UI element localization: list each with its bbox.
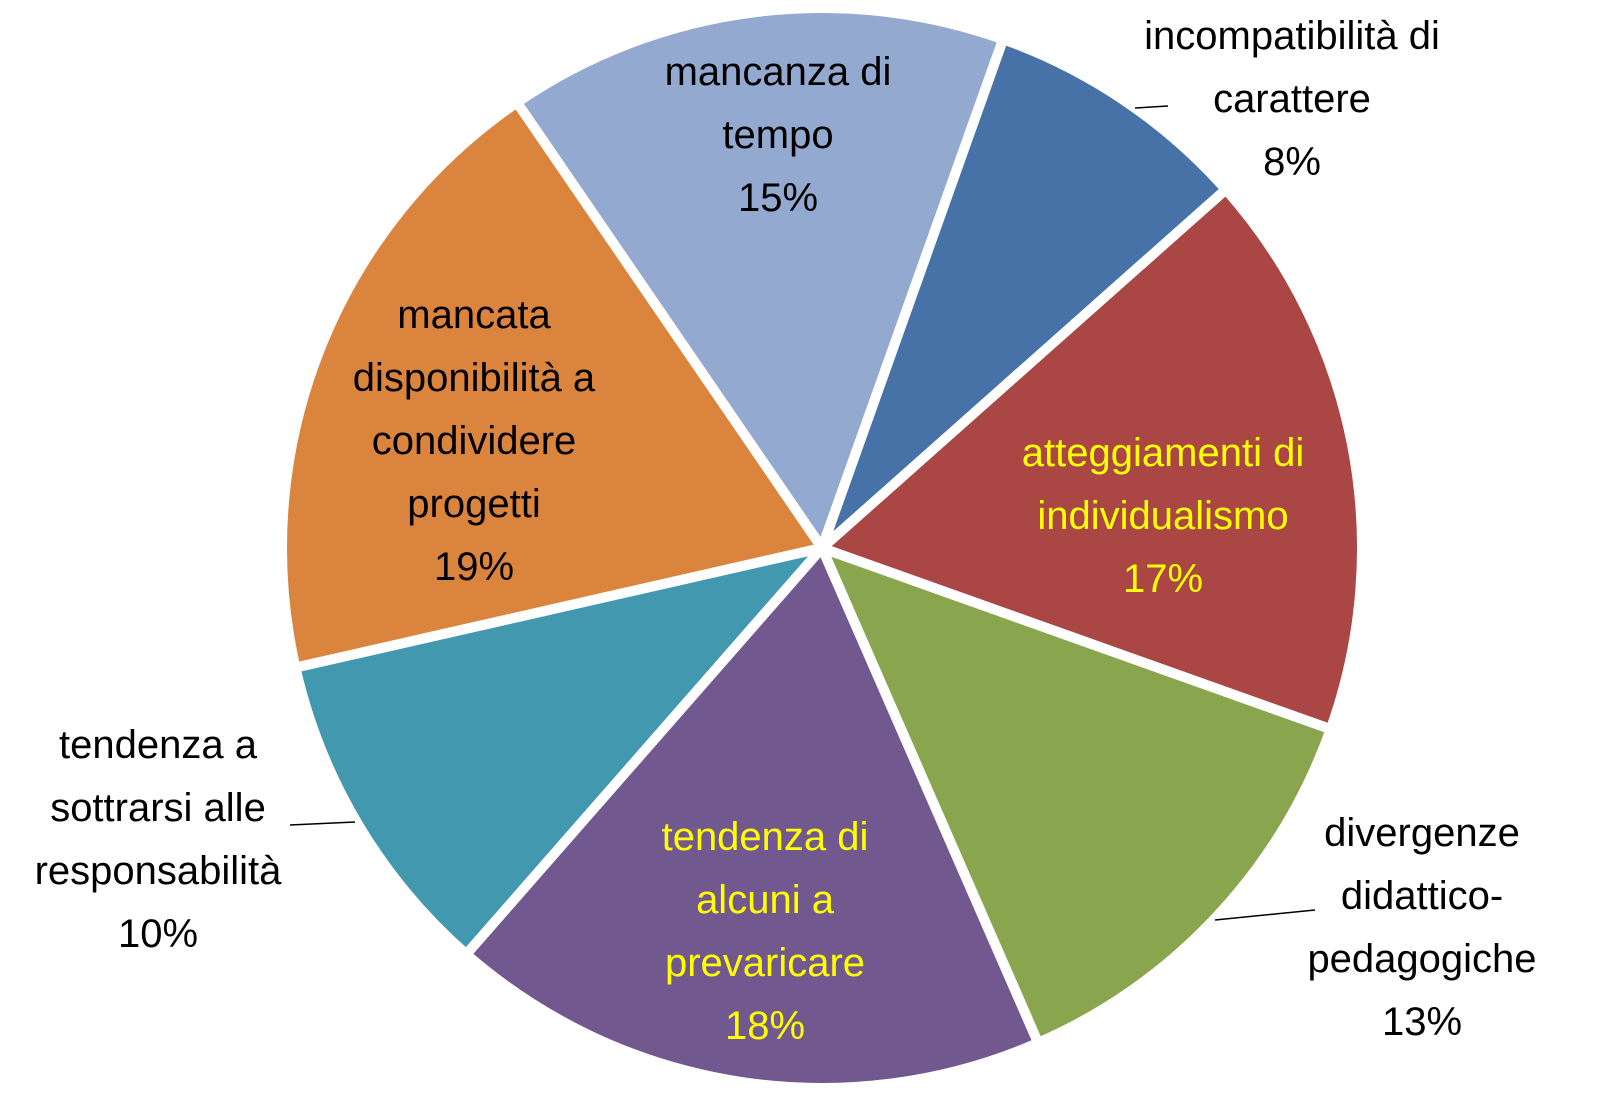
category-name: mancata disponibilità a condividere prog…	[352, 293, 596, 526]
value-label: 17%	[1122, 557, 1204, 601]
leader-line	[1214, 909, 1316, 921]
value-label: 15%	[737, 176, 819, 220]
slice-label: tendenza di alcuni a prevaricare 18%	[625, 806, 905, 1058]
pie-slice	[290, 543, 827, 960]
category-name: atteggiamenti di individualismo	[1021, 431, 1305, 538]
category-name: mancanza di tempo	[664, 50, 892, 157]
value-label: 19%	[433, 545, 515, 589]
slice-label: incompatibilità di carattere 8%	[1122, 5, 1462, 194]
leader-line	[289, 821, 356, 826]
slice-label: tendenza a sottrarsi alle responsabilità…	[3, 714, 313, 966]
leader-line	[1134, 105, 1169, 109]
value-label: 18%	[724, 1004, 806, 1048]
pie-slice	[461, 543, 1044, 1093]
slice-label: mancata disponibilità a condividere prog…	[314, 284, 634, 599]
slice-label: atteggiamenti di individualismo 17%	[978, 422, 1348, 611]
category-name: incompatibilità di carattere	[1144, 14, 1440, 121]
value-label: 8%	[1263, 140, 1321, 184]
pie-slice	[817, 34, 1231, 553]
category-name: divergenze didattico-pedagogiche	[1307, 811, 1537, 981]
value-label: 10%	[117, 912, 199, 956]
slice-label: divergenze didattico-pedagogiche 13%	[1287, 802, 1557, 1054]
pie-slice	[511, 3, 1009, 553]
value-label: 13%	[1381, 1000, 1463, 1044]
category-name: tendenza a sottrarsi alle responsabilità	[34, 723, 282, 893]
pie-slice	[277, 97, 827, 673]
pie-slice	[817, 184, 1367, 735]
slice-label: mancanza di tempo 15%	[628, 41, 928, 230]
pie-slice	[817, 543, 1336, 1048]
category-name: tendenza di alcuni a prevaricare	[661, 815, 869, 985]
